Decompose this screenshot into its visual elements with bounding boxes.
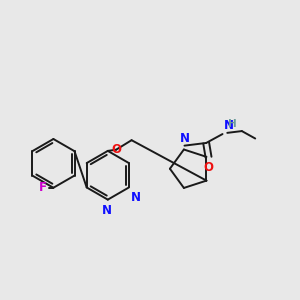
Text: F: F [39, 181, 47, 194]
Text: O: O [111, 143, 122, 156]
Text: O: O [203, 161, 213, 174]
Text: H: H [228, 119, 237, 129]
Text: N: N [131, 191, 141, 204]
Text: N: N [102, 204, 112, 218]
Text: N: N [224, 119, 234, 132]
Text: N: N [179, 132, 190, 145]
